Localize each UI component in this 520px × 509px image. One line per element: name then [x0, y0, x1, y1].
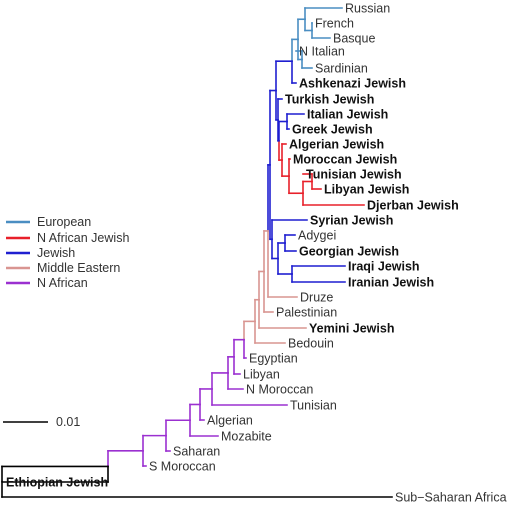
leaf-label-syrian-jewish: Syrian Jewish: [310, 214, 393, 228]
tree-branches: [1, 7, 393, 498]
leaf-label-iraqi-jewish: Iraqi Jewish: [348, 260, 420, 274]
leaf-label-sub-saharan-africa: Sub−Saharan Africa: [395, 491, 507, 505]
leaf-label-yemini-jewish: Yemini Jewish: [309, 322, 394, 336]
leaf-label-saharan: Saharan: [173, 445, 220, 459]
leaf-label-adygei: Adygei: [298, 229, 336, 243]
leaf-label-libyan: Libyan: [243, 368, 280, 382]
leaf-label-french: French: [315, 17, 354, 31]
leaf-label-n-moroccan: N Moroccan: [246, 383, 313, 397]
leaf-label-algerian: Algerian: [207, 414, 253, 428]
leaf-label-moroccan-jewish: Moroccan Jewish: [293, 153, 397, 167]
leaf-label-greek-jewish: Greek Jewish: [292, 123, 373, 137]
leaf-label-s-moroccan: S Moroccan: [149, 460, 216, 474]
leaf-label-tunisian-jewish: Tunisian Jewish: [306, 168, 402, 182]
legend-label-n-african-jewish: N African Jewish: [37, 231, 129, 245]
scale-bar: 0.01: [3, 415, 80, 429]
leaf-label-n-italian: N Italian: [299, 45, 345, 59]
leaf-label-egyptian: Egyptian: [249, 352, 298, 366]
leaf-label-ethiopian-jewish: Ethiopian Jewish: [6, 476, 108, 490]
leaf-label-bedouin: Bedouin: [288, 337, 334, 351]
leaf-label-mozabite: Mozabite: [221, 430, 272, 444]
leaf-label-ashkenazi-jewish: Ashkenazi Jewish: [299, 77, 406, 91]
leaf-label-georgian-jewish: Georgian Jewish: [299, 245, 399, 259]
leaf-label-italian-jewish: Italian Jewish: [307, 108, 388, 122]
leaf-label-sardinian: Sardinian: [315, 62, 368, 76]
leaf-label-libyan-jewish: Libyan Jewish: [324, 183, 409, 197]
scale-bar-label: 0.01: [56, 415, 80, 429]
legend-label-european: European: [37, 215, 91, 229]
leaf-label-algerian-jewish: Algerian Jewish: [289, 138, 384, 152]
leaf-label-djerban-jewish: Djerban Jewish: [367, 199, 459, 213]
leaf-label-iranian-jewish: Iranian Jewish: [348, 276, 434, 290]
legend: European N African Jewish Jewish Middle …: [6, 215, 129, 290]
leaf-label-basque: Basque: [333, 32, 375, 46]
leaf-label-tunisian: Tunisian: [290, 399, 337, 413]
legend-label-jewish: Jewish: [37, 246, 75, 260]
legend-label-n-african: N African: [37, 276, 88, 290]
leaf-label-palestinian: Palestinian: [276, 306, 337, 320]
leaf-label-turkish-jewish: Turkish Jewish: [285, 93, 374, 107]
legend-label-middle-eastern: Middle Eastern: [37, 261, 120, 275]
leaf-label-druze: Druze: [300, 291, 333, 305]
leaf-label-russian: Russian: [345, 2, 390, 16]
